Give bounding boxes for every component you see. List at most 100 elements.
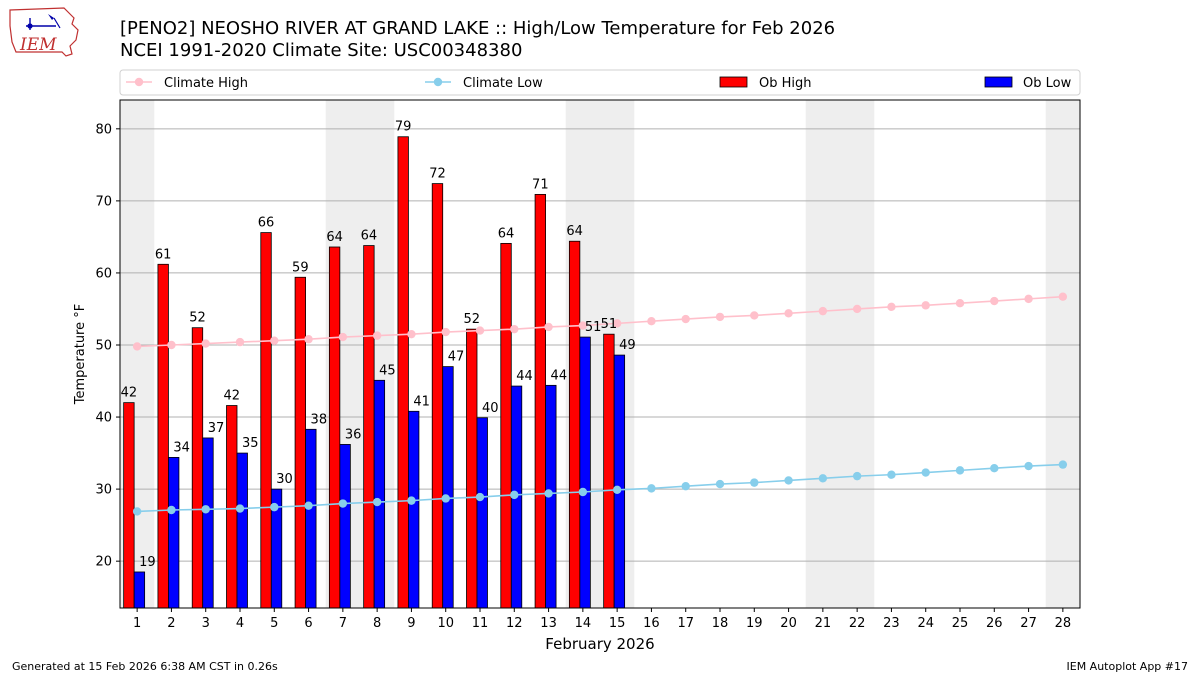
climate-high-point-18 [715,312,725,322]
climate-high-point-26 [990,296,999,306]
x-tick-label-9: 9 [407,616,415,631]
climate-high-line [137,295,1063,348]
climate-high-point-19 [750,311,759,320]
ob-high-label-8: 64 [361,229,378,244]
climate-high-point-7 [338,332,348,342]
y-tick-label-20: 20 [95,555,112,570]
app-footer: IEM Autoplot App #17 [1066,660,1189,673]
ob-low-label-15: 49 [619,338,636,353]
legend-ob-low-label: Ob Low [1023,76,1072,91]
ob-low-label-10: 47 [448,350,465,365]
x-tick-label-20: 20 [780,616,797,631]
svg-text:IEM: IEM [19,35,57,55]
ob-high-label-3: 52 [189,311,206,326]
ob-high-bar-9 [397,136,409,609]
weekend-shade-21 [805,100,840,608]
y-tick-label-60: 60 [95,266,112,281]
ob-low-label-5: 30 [276,472,293,487]
climate-low-point-7 [338,499,348,508]
x-tick-label-11: 11 [472,616,489,631]
climate-high-point-6 [304,335,313,344]
ob-high-label-13: 71 [532,177,549,192]
legend-climate-low-label: Climate Low [463,76,543,91]
ob-low-label-4: 35 [242,436,259,451]
ob-low-label-6: 38 [311,412,328,427]
climate-high-point-21 [818,306,828,316]
x-tick-label-3: 3 [202,616,210,631]
ob-high-label-6: 59 [292,260,309,275]
x-tick-label-12: 12 [506,616,523,631]
climate-low-point-28 [1058,460,1068,469]
climate-low-point-4 [235,504,245,513]
y-axis-label: Temperature °F [73,304,88,405]
climate-high-point-11 [475,326,485,335]
ob-low-label-7: 36 [345,427,362,442]
ob-high-label-14: 64 [566,224,583,239]
weekend-shade-22 [840,100,875,608]
climate-high-point-4 [235,337,245,347]
ob-high-bar-1 [123,402,135,609]
climate-high-point-5 [270,336,279,345]
ob-high-label-2: 61 [155,247,172,262]
climate-low-point-16 [647,484,656,493]
climate-low-point-13 [544,489,553,498]
climate-high-point-23 [887,302,896,312]
ob-low-label-8: 45 [379,363,396,378]
ob-low-label-2: 34 [173,440,190,455]
x-tick-label-24: 24 [917,616,934,631]
climate-low-point-10 [441,494,450,503]
ob-low-bar-9 [408,410,420,609]
climate-low-point-11 [475,492,485,502]
climate-low-point-14 [578,487,588,497]
ob-low-bar-7 [339,444,351,609]
ob-high-label-9: 79 [395,120,412,135]
legend-ob-high-label: Ob High [759,76,812,91]
x-tick-label-15: 15 [609,616,626,631]
ob-high-bar-7 [328,246,341,609]
ob-high-bar-5 [260,232,272,609]
legend-climate-low-marker [433,77,443,87]
plot-frame [119,99,1081,609]
y-tick-label-40: 40 [95,411,112,426]
ob-high-bar-15 [603,333,615,609]
climate-high-point-24 [921,301,930,310]
climate-low-point-27 [1024,461,1033,471]
x-tick-label-23: 23 [883,616,900,631]
ob-high-bar-3 [191,327,204,609]
legend-climate-high-marker [134,77,144,87]
ob-low-label-12: 44 [516,369,533,384]
climate-high-point-3 [201,339,210,348]
climate-low-point-5 [270,502,279,512]
ob-low-bar-8 [373,379,386,609]
ob-high-bar-14 [568,240,581,609]
x-tick-label-5: 5 [270,616,278,631]
ob-high-bar-13 [534,193,546,609]
chart-title: [PENO2] NEOSHO RIVER AT GRAND LAKE :: Hi… [120,18,836,39]
climate-high-point-10 [441,327,450,337]
x-axis-label: February 2026 [545,635,654,653]
ob-low-bar-11 [476,417,488,609]
climate-low-line [137,463,1063,513]
ob-low-bar-2 [168,457,180,609]
ob-low-label-13: 44 [551,368,568,383]
x-tick-label-22: 22 [849,616,866,631]
x-tick-label-14: 14 [575,616,592,631]
climate-low-point-6 [304,501,313,510]
ob-low-label-3: 37 [208,421,225,436]
ob-high-label-11: 52 [463,312,480,327]
x-tick-label-26: 26 [986,616,1003,631]
x-tick-label-17: 17 [677,616,694,631]
climate-low-point-20 [784,476,793,485]
climate-high-point-15 [612,319,622,328]
x-tick-label-16: 16 [643,616,660,631]
ob-low-label-14: 51 [585,320,602,335]
climate-high-point-27 [1024,294,1033,304]
ob-high-label-7: 64 [326,230,343,245]
legend-climate-high-label: Climate High [164,76,248,91]
climate-high-point-9 [407,329,416,339]
ob-high-bar-11 [466,328,478,609]
x-tick-label-19: 19 [746,616,763,631]
y-tick-label-30: 30 [95,483,112,498]
y-tick-label-70: 70 [95,194,112,209]
ob-high-label-1: 42 [121,386,138,401]
